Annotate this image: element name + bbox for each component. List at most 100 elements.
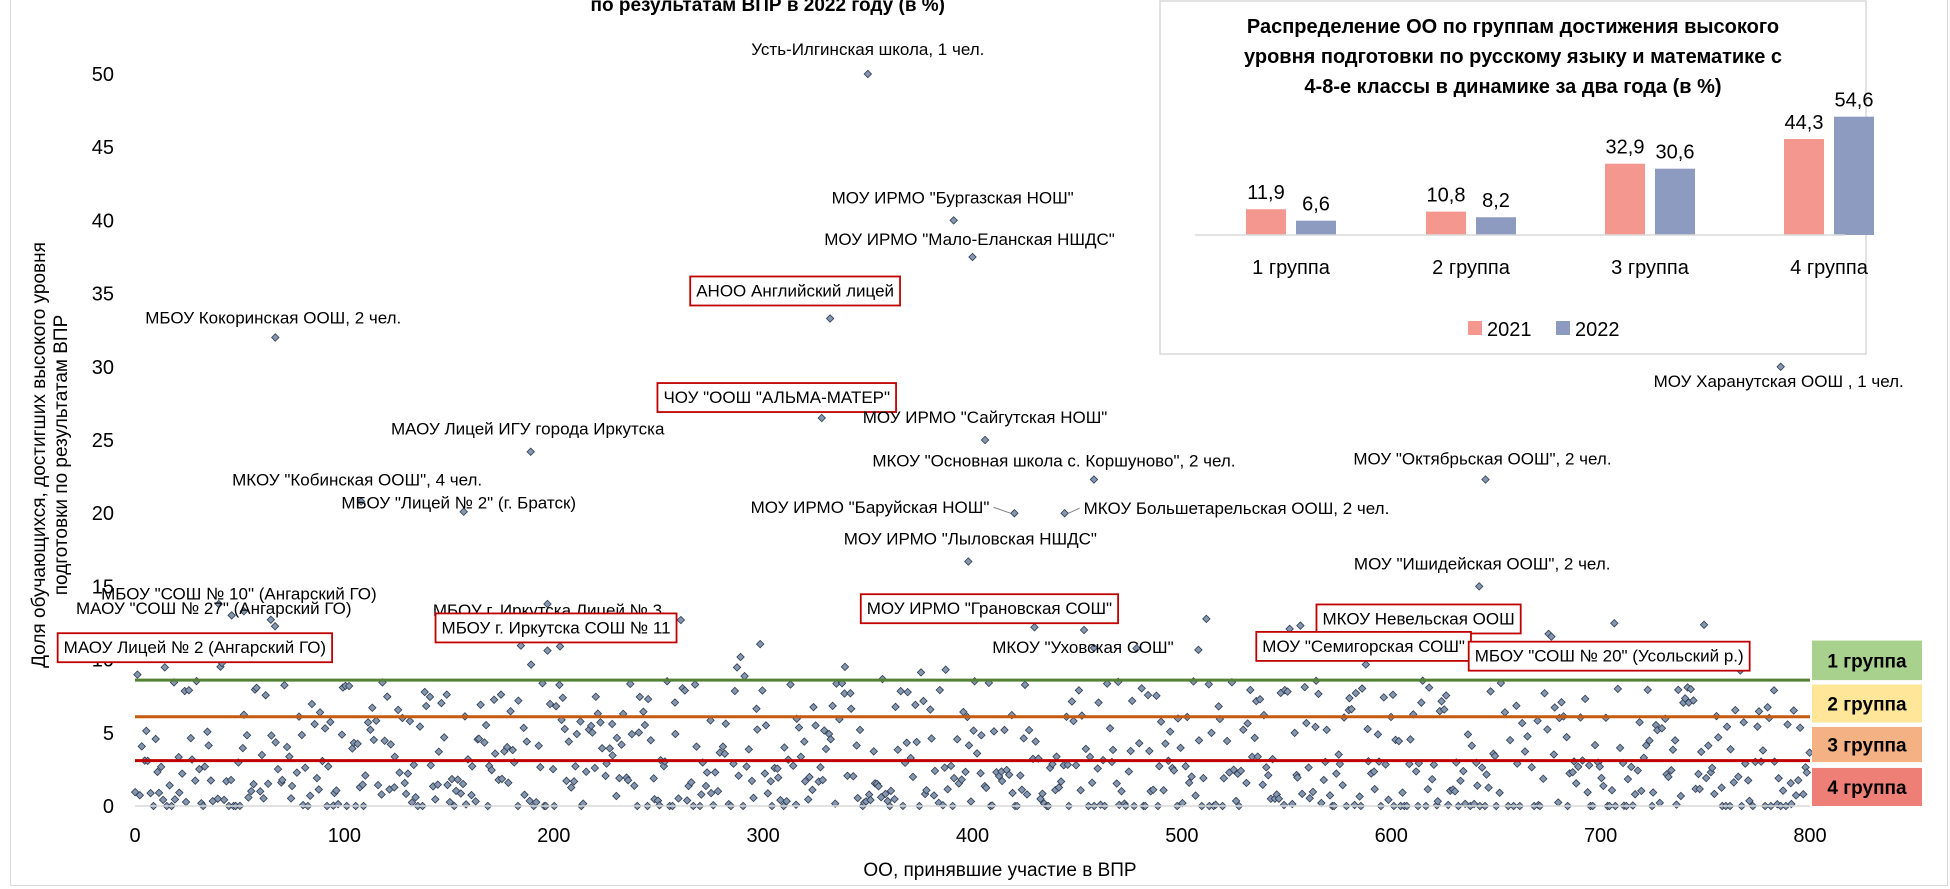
data-point	[926, 705, 935, 714]
data-point	[1463, 730, 1473, 739]
data-point	[1550, 703, 1559, 712]
data-point	[919, 696, 928, 706]
data-point	[407, 798, 417, 807]
data-point	[1255, 695, 1265, 704]
data-point	[964, 741, 974, 750]
data-point	[1302, 718, 1311, 728]
annotation-label: МКОУ "Основная школа с. Коршуново", 2 че…	[872, 452, 1235, 471]
data-point	[353, 739, 362, 749]
data-point	[1008, 788, 1017, 798]
data-point	[626, 679, 635, 689]
data-point	[471, 797, 480, 806]
data-point	[640, 720, 650, 730]
data-point	[1305, 793, 1314, 803]
data-point	[1325, 791, 1335, 800]
group-label-box	[1812, 640, 1922, 681]
y-tick-label: 45	[92, 137, 114, 159]
data-point	[1169, 766, 1179, 775]
data-point	[287, 781, 297, 791]
y-tick-label: 20	[92, 503, 114, 525]
data-point	[1520, 747, 1530, 756]
data-point	[1648, 788, 1658, 797]
data-point	[1338, 780, 1347, 790]
data-point	[1214, 702, 1223, 711]
group-label-text: 3 группа	[1827, 736, 1907, 757]
data-point	[1695, 784, 1704, 794]
data-point	[886, 786, 896, 796]
data-point	[1630, 790, 1640, 799]
data-point	[702, 768, 712, 777]
data-point	[519, 723, 528, 733]
data-point	[558, 693, 568, 702]
data-point	[292, 768, 302, 777]
y-tick-label: 40	[92, 210, 114, 232]
annotation-label: МБОУ "СОШ № 20" (Усольский р.)	[1475, 647, 1744, 666]
data-point	[1274, 794, 1284, 804]
data-point	[431, 795, 440, 804]
data-point	[326, 717, 335, 727]
annotation-label: МКОУ Большетарельская ООШ, 2 чел.	[1084, 499, 1390, 518]
data-point	[1450, 787, 1460, 796]
data-point	[817, 413, 826, 423]
data-point	[382, 692, 392, 701]
data-point	[261, 690, 270, 700]
data-point	[1540, 688, 1549, 698]
data-point	[943, 785, 952, 794]
data-point	[709, 800, 718, 810]
scatter-points	[130, 69, 1814, 811]
legend-label-2021: 2021	[1487, 319, 1532, 341]
data-point	[1019, 734, 1028, 743]
data-point	[612, 791, 621, 801]
data-point	[386, 740, 396, 749]
data-point	[734, 771, 743, 781]
data-point	[526, 660, 536, 669]
data-point	[710, 768, 720, 777]
data-point	[307, 699, 317, 709]
data-point	[1571, 779, 1581, 788]
data-point	[1686, 684, 1696, 694]
data-point	[1610, 619, 1619, 628]
annotation-label: МБОУ "Лицей № 2" (г. Братск)	[341, 494, 576, 513]
data-point	[390, 752, 400, 762]
data-point	[445, 797, 455, 807]
data-point	[701, 781, 711, 791]
x-tick-label: 100	[328, 825, 361, 847]
data-point	[800, 777, 810, 786]
data-point	[818, 775, 828, 785]
data-point	[809, 702, 818, 712]
data-point	[788, 761, 798, 770]
data-point	[1089, 475, 1099, 484]
data-point	[1204, 679, 1214, 689]
data-point	[459, 507, 468, 516]
annotation-label: МОУ ИРМО "Баруйская НОШ"	[751, 498, 990, 517]
data-point	[1729, 778, 1739, 787]
data-point	[368, 703, 377, 713]
data-point	[972, 749, 982, 758]
data-point	[1060, 508, 1069, 518]
data-point	[271, 738, 280, 747]
legend-label-2022: 2022	[1575, 319, 1620, 341]
data-point	[676, 615, 686, 625]
data-point	[736, 652, 745, 662]
data-point	[1789, 706, 1798, 715]
data-point	[1279, 800, 1289, 810]
data-point	[393, 705, 403, 715]
data-point	[458, 779, 468, 789]
data-point	[718, 742, 728, 751]
data-point	[1490, 751, 1500, 761]
data-point	[1623, 774, 1633, 784]
data-point	[502, 742, 512, 752]
data-point	[506, 707, 515, 716]
data-point	[581, 767, 591, 776]
data-point	[902, 738, 911, 748]
data-point	[1674, 685, 1683, 695]
data-point	[297, 730, 307, 740]
data-point	[1590, 740, 1600, 750]
data-point	[1778, 786, 1788, 795]
data-point	[489, 695, 499, 704]
data-point	[643, 694, 653, 704]
data-point	[1417, 698, 1426, 707]
data-point	[1776, 362, 1785, 372]
data-point	[1467, 741, 1477, 750]
data-point	[630, 781, 639, 790]
